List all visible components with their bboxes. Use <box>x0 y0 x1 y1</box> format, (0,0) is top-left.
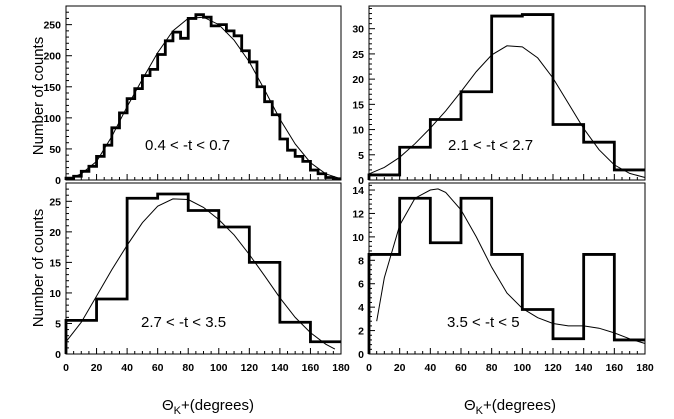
k-subscript: K <box>476 405 484 417</box>
x-tick-label: 160 <box>606 362 624 374</box>
panel-label-top-right: 2.1 < -t < 2.7 <box>448 137 533 154</box>
fit-curve <box>65 16 342 181</box>
x-tick-label: 40 <box>424 362 436 374</box>
y-tick-label: 25 <box>352 49 364 61</box>
y-tick-label: 8 <box>358 255 364 267</box>
panel-label-bottom-left: 2.7 < -t < 3.5 <box>141 314 226 331</box>
x-tick-label: 40 <box>121 362 133 374</box>
y-axis-title-bottom: Number of counts <box>30 209 47 327</box>
y-tick-label: 200 <box>43 51 61 63</box>
y-tick-label: 100 <box>43 113 61 125</box>
fit-curve <box>368 45 646 178</box>
histogram-series <box>64 192 341 354</box>
y-tick-label: 20 <box>352 74 364 86</box>
y-tick-label: 10 <box>49 288 61 300</box>
fit-curve <box>65 198 336 350</box>
x-tick-label: 180 <box>636 362 654 374</box>
x-tick-label: 120 <box>544 362 562 374</box>
y-tick-label: 20 <box>49 227 61 239</box>
x-axis-title-left: ΘK+(degrees) <box>162 397 254 417</box>
panel-top-right: 2.1 < -t < 2.7 0 5 10 15 20 25 30 <box>352 5 646 187</box>
y-tick-label: 6 <box>358 279 364 291</box>
y-tick-label: 5 <box>358 150 364 162</box>
histogram-series <box>367 13 645 180</box>
panel-label-bottom-right: 3.5 < -t < 5 <box>447 314 520 331</box>
x-axis-title-rest: +(degrees) <box>181 397 254 414</box>
y-tick-label: 150 <box>43 82 61 94</box>
y-tick-label: 10 <box>352 232 364 244</box>
x-tick-label: 60 <box>152 362 164 374</box>
x-tick-label: 140 <box>271 362 289 374</box>
x-axis-title-right: ΘK+(degrees) <box>464 397 556 417</box>
y-tick-label: 2 <box>358 326 364 338</box>
x-tick-label: 80 <box>182 362 194 374</box>
theta-symbol: Θ <box>464 397 476 414</box>
y-tick-label: 5 <box>55 318 61 330</box>
x-tick-label: 100 <box>514 362 532 374</box>
y-tick-label: 25 <box>49 196 61 208</box>
x-tick-label: 20 <box>394 362 406 374</box>
x-tick-label: 20 <box>91 362 103 374</box>
x-axis-title-rest: +(degrees) <box>483 397 556 414</box>
panel-bottom-right: 3.5 < -t < 5 0 20 40 60 80 100 120 140 160 180 0 2 4… <box>352 182 654 374</box>
y-tick-label: 50 <box>49 144 61 156</box>
y-tick-label: 15 <box>49 257 61 269</box>
theta-symbol: Θ <box>162 397 174 414</box>
histogram-series <box>64 13 341 181</box>
x-tick-label: 100 <box>210 362 228 374</box>
k-subscript: K <box>174 405 182 417</box>
y-tick-label: 4 <box>358 302 364 314</box>
y-tick-label: 0 <box>358 349 364 361</box>
y-tick-label: 10 <box>352 125 364 137</box>
fit-curve <box>376 188 646 344</box>
x-tick-label: 80 <box>486 362 498 374</box>
x-tick-label: 140 <box>575 362 593 374</box>
x-tick-label: 0 <box>63 362 69 374</box>
x-tick-label: 60 <box>455 362 467 374</box>
panel-label-top-left: 0.4 < -t < 0.7 <box>145 137 230 154</box>
x-tick-label: 160 <box>302 362 320 374</box>
x-tick-label: 0 <box>366 362 372 374</box>
y-tick-label: 30 <box>352 24 364 36</box>
y-axis-title-top: Number of counts <box>30 37 47 155</box>
y-tick-label: 0 <box>55 349 61 361</box>
histogram-series <box>367 196 645 354</box>
y-tick-label: 15 <box>352 99 364 111</box>
x-tick-label: 120 <box>241 362 259 374</box>
y-tick-label: 14 <box>352 185 364 197</box>
panel-top-left: 0.4 < -t < 0.7 0 50 100 150 200 250 <box>43 5 342 187</box>
y-tick-label: 0 <box>55 175 61 187</box>
x-tick-label: 180 <box>332 362 350 374</box>
y-tick-label: 250 <box>43 20 61 32</box>
y-tick-label: 0 <box>358 175 364 187</box>
panel-bottom-left: 2.7 < -t < 3.5 0 20 40 60 80 100 120 140 160 180 0… <box>49 182 350 374</box>
y-tick-label: 12 <box>352 208 364 220</box>
